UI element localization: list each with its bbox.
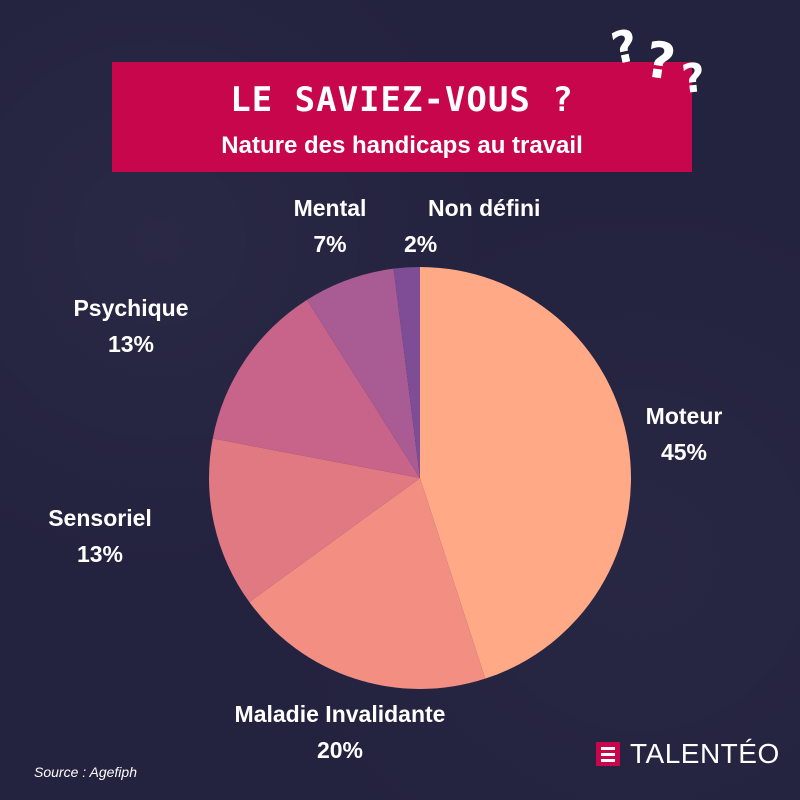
pie-slice-non-d-fini	[393, 267, 420, 478]
logo-text: TALENTÉO	[630, 738, 780, 769]
slice-label: Psychique	[73, 295, 189, 321]
slice-label: Non défini	[428, 195, 541, 221]
pie-slice-sensoriel	[209, 438, 420, 603]
pie-slice-psychique	[212, 299, 420, 478]
source-note: Source : Agefiph	[34, 764, 137, 780]
title-banner: LE SAVIEZ-VOUS ? Nature des handicaps au…	[112, 62, 692, 172]
slice-value: 13%	[107, 331, 155, 357]
slice-value: 7%	[313, 231, 347, 257]
label-sensoriel: Sensoriel 13%	[30, 500, 170, 572]
label-non-defini: Non défini 2%	[404, 190, 564, 262]
slice-label: Moteur	[645, 403, 723, 429]
pie-slice-maladie-invalidante	[249, 478, 486, 689]
slice-value: 2%	[404, 231, 438, 257]
slice-value: 45%	[660, 439, 708, 465]
slice-label: Maladie Invalidante	[234, 701, 446, 727]
label-moteur: Moteur 45%	[636, 398, 732, 470]
label-maladie-invalidante: Maladie Invalidante 20%	[208, 696, 472, 768]
label-psychique: Psychique 13%	[60, 290, 202, 362]
page-title: LE SAVIEZ-VOUS ?	[230, 80, 574, 120]
slice-value: 13%	[76, 541, 124, 567]
pie-slice-moteur	[420, 267, 631, 679]
pie-slice-mental	[306, 268, 420, 478]
chart-subtitle: Nature des handicaps au travail	[221, 132, 583, 159]
talenteo-logo-icon	[596, 742, 620, 766]
label-mental: Mental 7%	[284, 190, 376, 262]
brand-logo: TALENTÉO	[596, 738, 780, 770]
slice-label: Mental	[293, 195, 367, 221]
slice-label: Sensoriel	[48, 505, 152, 531]
slice-value: 20%	[316, 737, 364, 763]
